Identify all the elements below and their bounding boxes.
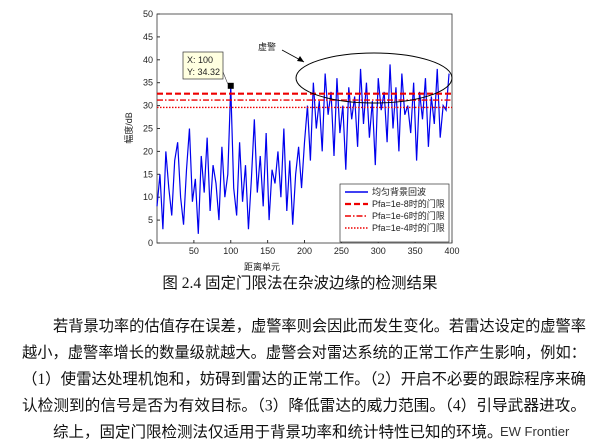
annotation-ellipse bbox=[295, 52, 453, 104]
datatip-pointer bbox=[222, 71, 229, 84]
datatip-y: Y: 34.32 bbox=[187, 67, 220, 77]
x-tick-label: 200 bbox=[297, 246, 312, 256]
y-tick-label: 40 bbox=[143, 55, 153, 65]
y-tick-label: 15 bbox=[143, 169, 153, 179]
x-axis-label: 距离单元 bbox=[244, 261, 280, 272]
x-tick-label: 300 bbox=[371, 246, 386, 256]
watermark: EW Frontier bbox=[500, 424, 570, 439]
x-tick-label: 150 bbox=[260, 246, 275, 256]
y-tick-label: 10 bbox=[143, 192, 153, 202]
legend-label: 均匀背景回波 bbox=[372, 186, 426, 197]
x-tick-label: 100 bbox=[223, 246, 238, 256]
y-tick-label: 35 bbox=[143, 78, 153, 88]
legend-label: Pfa=1e-8时的门限 bbox=[372, 198, 445, 209]
legend-box bbox=[339, 183, 450, 243]
y-tick-label: 5 bbox=[148, 215, 153, 225]
datatip-box bbox=[182, 51, 224, 80]
datatip-x: X: 100 bbox=[187, 55, 213, 65]
legend-label: Pfa=1e-6时的门限 bbox=[372, 210, 445, 221]
legend-label: Pfa=1e-4时的门限 bbox=[372, 222, 445, 233]
paragraph-line: 认检测到的信号是否为有效目标。（3）降低雷达的威力范围。（4）引导武器进攻。 bbox=[22, 397, 586, 415]
y-tick-label: 0 bbox=[148, 238, 153, 248]
y-tick-label: 50 bbox=[143, 9, 153, 19]
x-tick-label: 350 bbox=[408, 246, 423, 256]
datatip-marker bbox=[227, 82, 234, 89]
paragraph-line: 综上，固定门限检测法仅适用于背景功率和统计特性已知的环境。 bbox=[53, 422, 503, 441]
y-tick-label: 30 bbox=[143, 101, 153, 111]
paragraph-line: （1）使雷达处理机饱和，妨碍到雷达的正常工作。（2）开启不必要的跟踪程序来确 bbox=[22, 370, 586, 388]
y-axis-label: 幅度/dB bbox=[123, 112, 134, 144]
x-tick-label: 250 bbox=[334, 246, 349, 256]
figure-caption: 图 2.4 固定门限法在杂波边缘的检测结果 bbox=[162, 274, 437, 292]
x-tick-label: 50 bbox=[189, 246, 199, 256]
signal-line bbox=[156, 64, 450, 234]
annotation-label: 虚警 bbox=[258, 41, 276, 52]
y-tick-label: 20 bbox=[143, 146, 153, 156]
paragraph-line: 越小，虚警率增长的数量级就越大。虚警会对雷达系统的正常工作产生影响，例如： bbox=[22, 344, 586, 362]
y-tick-label: 45 bbox=[143, 32, 153, 42]
paragraph-line: 若背景功率的估值存在误差，虚警率则会因此而发生变化。若雷达设定的虚警率 bbox=[53, 317, 586, 335]
arrow-head bbox=[297, 56, 304, 62]
y-tick-label: 25 bbox=[143, 124, 153, 134]
x-tick-label: 400 bbox=[444, 246, 459, 256]
